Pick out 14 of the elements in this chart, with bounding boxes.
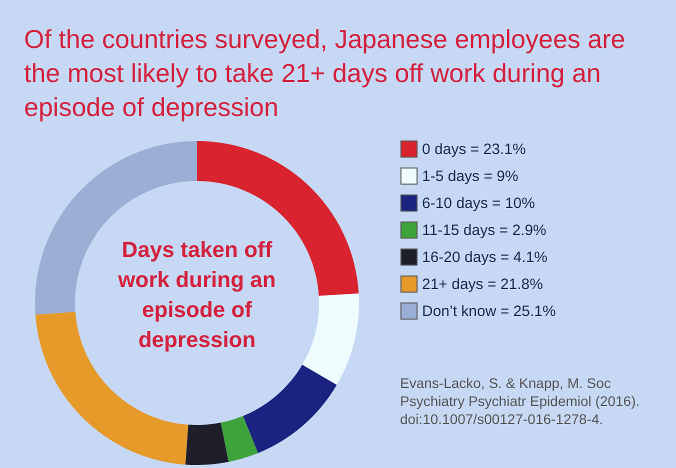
chart-title: Of the countries surveyed, Japanese employees are the most likely to take 21+ days off work during an episode of depression	[24, 23, 626, 124]
legend-label: 6-10 days = 10%	[422, 195, 535, 212]
legend-label: 0 days = 23.1%	[422, 141, 526, 158]
text: Evans-Lacko, S. & Knapp, M. Soc Psychiatry Psychiatr Epidemiol (2016). doi:10.1007/s00127-016-1278-4.	[400, 374, 641, 428]
legend-label: 21+ days = 21.8%	[422, 276, 543, 293]
legend-label: 16-20 days = 4.1%	[422, 249, 548, 266]
donut-slice	[220, 416, 258, 462]
legend-label: Don’t know = 25.1%	[422, 303, 556, 320]
donut-slice	[185, 422, 229, 465]
text: Days taken off work during an episode of depression	[117, 236, 277, 354]
donut-slice	[302, 293, 359, 385]
legend-label: 11-15 days = 2.9%	[422, 222, 546, 239]
donut-slice	[242, 364, 337, 454]
legend-label: 1-5 days = 9%	[422, 168, 518, 185]
